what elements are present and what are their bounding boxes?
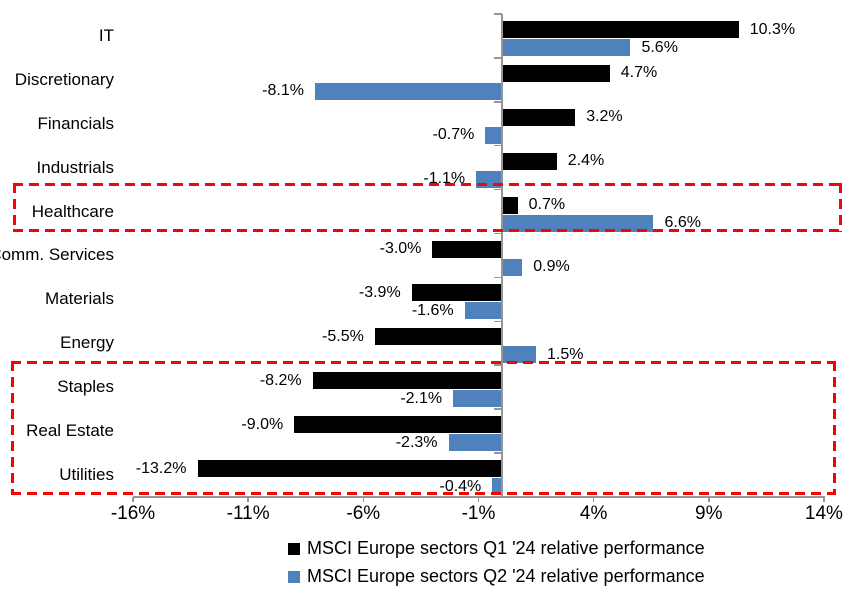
value-label-q1-real-estate: -9.0% — [241, 415, 284, 433]
value-label-q1-energy: -5.5% — [322, 327, 364, 345]
category-label-materials: Materials — [45, 289, 114, 309]
bar-q1-comm-services — [432, 240, 502, 258]
bar-q2-industrials — [476, 170, 502, 188]
legend: MSCI Europe sectors Q1 '24 relative perf… — [288, 538, 705, 587]
x-axis-tick-label: -11% — [226, 503, 270, 524]
category-tick — [493, 408, 502, 410]
value-label-q2-staples: -2.1% — [400, 389, 443, 407]
value-label-q2-discretionary: -8.1% — [262, 82, 304, 100]
x-axis-tick — [592, 497, 595, 502]
value-label-q1-comm-services: -3.0% — [379, 240, 422, 257]
highlight-box-edge — [11, 492, 836, 495]
bar-q1-healthcare — [501, 196, 518, 214]
highlight-box-edge — [833, 361, 836, 495]
bar-q2-staples — [453, 390, 502, 408]
x-axis-tick — [477, 497, 480, 502]
bar-q1-financials — [501, 108, 576, 126]
value-label-q1-healthcare: 0.7% — [528, 196, 566, 214]
value-label-q1-it: 10.3% — [749, 20, 796, 38]
bar-q1-materials — [411, 284, 502, 302]
category-tick — [493, 101, 502, 103]
category-label-financials: Financials — [37, 113, 114, 133]
x-axis-tick — [362, 497, 365, 502]
highlight-box-edge — [11, 361, 836, 364]
value-label-q2-it: 5.6% — [641, 38, 678, 56]
x-axis-tick-label: -6% — [346, 503, 381, 524]
x-axis-tick — [132, 497, 134, 502]
category-label-staples: Staples — [57, 377, 114, 397]
bar-q1-industrials — [501, 152, 557, 170]
category-tick — [493, 364, 502, 366]
bar-q1-staples — [312, 372, 502, 390]
bar-q1-real-estate — [294, 416, 502, 434]
bar-q2-energy — [501, 346, 537, 364]
y-axis-line — [500, 14, 503, 497]
legend-item-q1: MSCI Europe sectors Q1 '24 relative perf… — [288, 538, 705, 559]
value-label-q1-industrials: 2.4% — [567, 152, 605, 170]
value-label-q2-energy: 1.5% — [547, 345, 584, 363]
category-tick — [493, 276, 502, 279]
value-label-q2-real-estate: -2.3% — [395, 433, 438, 451]
highlight-box-healthcare — [13, 183, 842, 232]
category-tick — [493, 188, 502, 191]
value-label-q1-staples: -8.2% — [259, 371, 302, 389]
value-label-q2-healthcare: 6.6% — [664, 214, 701, 232]
category-tick — [493, 496, 502, 498]
category-label-healthcare: Healthcare — [31, 201, 114, 221]
category-label-utilities: Utilities — [59, 464, 114, 484]
bar-q2-healthcare — [501, 214, 654, 232]
x-axis-tick — [247, 497, 249, 502]
bar-q1-utilities — [197, 460, 502, 477]
x-axis-tick-label: -1% — [461, 503, 496, 524]
category-tick — [493, 13, 502, 15]
value-label-q1-discretionary: 4.7% — [620, 64, 658, 82]
category-tick — [493, 452, 502, 454]
category-tick — [493, 232, 502, 235]
category-tick — [493, 57, 502, 59]
bar-q1-discretionary — [501, 64, 610, 82]
value-label-q2-comm-services: 0.9% — [533, 258, 570, 275]
legend-label-q1: MSCI Europe sectors Q1 '24 relative perf… — [307, 538, 705, 558]
bar-q2-discretionary — [314, 82, 502, 100]
bar-q2-comm-services — [501, 258, 523, 276]
x-axis-tick-label: 14% — [804, 503, 843, 524]
value-label-q2-utilities: -0.4% — [439, 477, 482, 495]
value-label-q2-industrials: -1.1% — [423, 170, 466, 188]
legend-label-q2: MSCI Europe sectors Q2 '24 relative perf… — [307, 566, 705, 586]
legend-swatch-q1-icon — [288, 542, 300, 555]
category-label-real-estate: Real Estate — [26, 421, 114, 441]
value-label-q2-financials: -0.7% — [432, 126, 475, 144]
bar-q2-materials — [464, 302, 502, 320]
bar-q2-real-estate — [448, 434, 502, 452]
x-axis-tick-label: 9% — [695, 503, 723, 524]
category-label-it: IT — [98, 25, 114, 45]
bar-q2-it — [501, 39, 631, 56]
value-label-q1-financials: 3.2% — [586, 108, 623, 126]
bar-q2-financials — [485, 126, 502, 144]
x-axis-tick-label: 4% — [579, 503, 608, 524]
bar-q1-it — [501, 21, 739, 38]
category-label-discretionary: Discretionary — [14, 69, 114, 89]
category-tick — [493, 320, 502, 323]
category-label-comm-services: Comm. Services — [0, 245, 114, 265]
value-label-q2-materials: -1.6% — [411, 301, 454, 319]
x-axis-tick-label: -16% — [110, 503, 156, 524]
category-label-energy: Energy — [60, 333, 114, 353]
bar-q2-utilities — [492, 478, 502, 495]
category-label-industrials: Industrials — [36, 157, 114, 177]
legend-swatch-q2-icon — [288, 570, 300, 583]
value-label-q1-utilities: -13.2% — [135, 459, 187, 477]
x-axis-tick — [708, 497, 710, 502]
bar-q1-energy — [374, 328, 502, 346]
highlight-box-edge — [839, 183, 842, 232]
highlight-box-edge — [13, 229, 842, 232]
category-tick — [493, 144, 502, 147]
x-axis-tick — [823, 497, 825, 502]
value-label-q1-materials: -3.9% — [358, 283, 401, 301]
legend-item-q2: MSCI Europe sectors Q2 '24 relative perf… — [288, 566, 705, 587]
